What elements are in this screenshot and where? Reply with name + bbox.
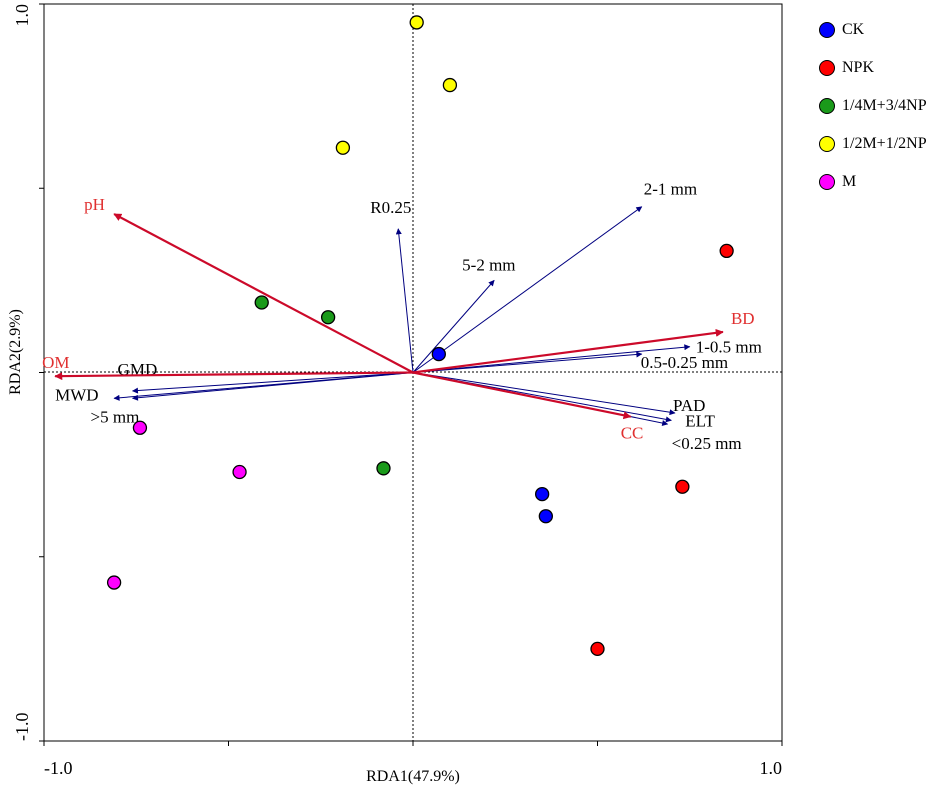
x-axis-label: RDA1(47.9%) (366, 768, 460, 785)
point-1-4m-3-4np (376, 461, 391, 476)
species-arrow-0-5-0-25-mm (412, 351, 643, 373)
legend-marker (819, 21, 835, 38)
species-arrows: R0.25 2-1 mm 5-2 mm 1-0.5 mm0.5-0.25 mm PADE… (55, 180, 762, 453)
x-tick-label-max: 1.0 (760, 758, 783, 778)
y-tick-label-min: -1.0 (12, 713, 32, 742)
point-npk (675, 479, 690, 494)
point-1-2m-1-2np (409, 15, 424, 30)
legend-item-npk: NPK (816, 56, 944, 79)
y-tick-label-max: 1.0 (12, 4, 32, 27)
species-arrow-r0-25 (395, 228, 414, 373)
point-ck (431, 346, 446, 362)
sample-points (106, 15, 734, 657)
species-label-0-25-mm: <0.25 mm (672, 434, 742, 453)
point-npk (590, 641, 605, 657)
point-1-4m-3-4np (254, 295, 269, 310)
point-1-4m-3-4np (320, 310, 336, 325)
legend-label: CK (842, 20, 865, 38)
legend-label: 1/4M+3/4NP (842, 96, 927, 114)
legend-item-m: M (816, 171, 944, 194)
legend-marker (819, 136, 835, 153)
species-label-5-2-mm: 5-2 mm (462, 255, 515, 274)
point-ck (538, 509, 553, 524)
point-m (132, 420, 148, 435)
environment-arrow-bd (412, 328, 724, 374)
legend-label: 1/2M+1/2NP (842, 135, 927, 153)
point-m (232, 464, 247, 480)
species-arrow-5-mm (131, 372, 414, 401)
species-label-1-0-5-mm: 1-0.5 mm (696, 338, 762, 357)
species-label-elt: ELT (685, 411, 715, 430)
species-arrow-1-0-5-mm (412, 344, 691, 373)
legend-marker (819, 59, 835, 76)
environment-label-om: OM (42, 353, 69, 372)
x-tick-label-min: -1.0 (44, 758, 73, 778)
environment-label-bd: BD (731, 309, 755, 328)
species-arrow-pad (412, 372, 676, 416)
point-ck (535, 486, 550, 502)
species-label-r0-25: R0.25 (370, 198, 411, 217)
species-arrow-gmd (131, 372, 414, 394)
species-label-pad: PAD (673, 396, 705, 415)
point-m (106, 575, 122, 590)
species-label-0-5-0-25-mm: 0.5-0.25 mm (641, 353, 728, 372)
legend-item-ck: CK (816, 18, 944, 41)
species-arrow-5-2-mm (412, 279, 495, 373)
point-npk (719, 243, 734, 259)
species-label-2-1-mm: 2-1 mm (644, 180, 697, 199)
legend-marker (819, 97, 835, 114)
environment-arrows: pH OM BD CC (42, 195, 755, 443)
environment-label-ph: pH (84, 195, 105, 214)
species-label-5-mm: >5 mm (91, 407, 140, 426)
species-arrow-2-1-mm (412, 206, 643, 373)
environment-arrow-cc (412, 371, 632, 420)
legend-item-half-manure: 1/2M+1/2NP (816, 133, 944, 156)
legend-label: NPK (842, 58, 875, 76)
point-1-2m-1-2np (442, 77, 458, 93)
legend-label: M (842, 173, 857, 191)
environment-arrow-om (54, 371, 414, 381)
legend-marker (819, 174, 835, 191)
y-axis-label: RDA2(2.9%) (7, 309, 24, 395)
axis-ticks (39, 3, 783, 746)
environment-arrow-ph (113, 213, 414, 374)
legend-item-quarter-manure: 1/4M+3/4NP (816, 94, 944, 117)
point-1-2m-1-2np (335, 140, 351, 155)
environment-label-cc: CC (621, 424, 644, 443)
species-label-mwd: MWD (55, 385, 98, 404)
legend: CK NPK 1/4M+3/4NP 1/2M+1/2NP M (816, 18, 944, 209)
